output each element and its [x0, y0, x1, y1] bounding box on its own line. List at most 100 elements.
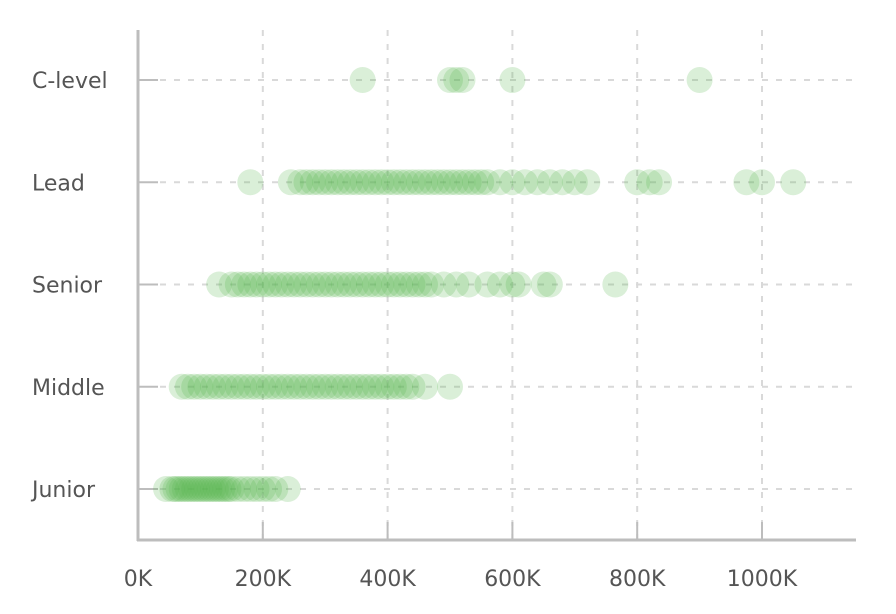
- data-point: [443, 169, 470, 196]
- data-point: [196, 476, 223, 502]
- data-point: [190, 476, 217, 502]
- data-point: [349, 271, 376, 298]
- data-point: [324, 169, 351, 196]
- data-point: [343, 373, 370, 400]
- data-point: [368, 271, 395, 298]
- data-point: [393, 373, 420, 400]
- data-point: [374, 169, 401, 196]
- data-point: [237, 476, 264, 502]
- data-point: [237, 373, 264, 400]
- data-point: [187, 476, 214, 502]
- data-point: [168, 373, 195, 400]
- data-point: [231, 271, 258, 298]
- y-tick-label: Lead: [32, 171, 85, 196]
- data-point: [224, 271, 251, 298]
- data-point: [274, 271, 301, 298]
- data-point: [749, 169, 775, 196]
- data-point: [530, 271, 557, 298]
- data-point: [262, 271, 289, 298]
- data-point: [330, 271, 357, 298]
- data-point: [181, 373, 208, 400]
- data-point: [299, 271, 326, 298]
- data-point: [262, 476, 289, 502]
- data-point: [199, 476, 226, 502]
- data-point: [343, 169, 370, 196]
- data-point: [324, 271, 351, 298]
- data-point: [486, 271, 513, 298]
- data-point: [355, 169, 382, 196]
- data-point: [355, 373, 382, 400]
- data-point: [780, 169, 807, 196]
- data-point: [168, 476, 195, 502]
- data-point: [337, 271, 364, 298]
- data-point: [455, 169, 482, 196]
- data-point: [412, 169, 439, 196]
- data-point: [237, 271, 264, 298]
- data-point: [368, 169, 395, 196]
- data-point: [209, 476, 236, 502]
- data-point: [437, 373, 463, 400]
- data-point: [224, 476, 251, 502]
- data-point: [349, 373, 376, 400]
- data-point: [312, 169, 339, 196]
- data-point: [293, 169, 320, 196]
- data-point: [511, 169, 538, 196]
- data-point: [362, 271, 389, 298]
- data-point: [486, 169, 513, 196]
- y-tick-label: Middle: [32, 376, 105, 401]
- data-point: [330, 373, 357, 400]
- data-point: [437, 169, 463, 196]
- data-point: [449, 67, 476, 93]
- x-tick-label: 0K: [124, 567, 153, 592]
- data-point: [474, 169, 501, 196]
- data-point: [337, 373, 364, 400]
- data-point: [268, 373, 295, 400]
- data-point: [387, 169, 414, 196]
- x-tick-label: 400K: [359, 567, 416, 592]
- data-point: [405, 169, 432, 196]
- data-point: [165, 476, 192, 502]
- data-point: [299, 373, 326, 400]
- y-tick-label: Senior: [32, 274, 103, 299]
- data-point: [199, 373, 226, 400]
- data-point: [243, 373, 270, 400]
- data-point: [362, 373, 389, 400]
- data-point: [184, 476, 211, 502]
- data-point: [249, 271, 276, 298]
- data-point: [305, 169, 332, 196]
- x-tick-label: 200K: [235, 567, 292, 592]
- data-point: [268, 271, 295, 298]
- data-point: [374, 373, 401, 400]
- x-tick-label: 1000K: [727, 567, 798, 592]
- data-point: [193, 476, 220, 502]
- data-point: [274, 476, 301, 502]
- data-point: [468, 169, 495, 196]
- data-point: [281, 373, 307, 400]
- data-point: [455, 271, 482, 298]
- data-point: [374, 271, 401, 298]
- data-point: [430, 169, 457, 196]
- data-point: [418, 169, 445, 196]
- data-point: [318, 169, 345, 196]
- data-point: [549, 169, 576, 196]
- data-point: [636, 169, 663, 196]
- data-point: [174, 476, 201, 502]
- data-point: [206, 271, 233, 298]
- x-tick-label: 800K: [609, 567, 666, 592]
- data-point: [153, 476, 180, 502]
- data-point: [206, 373, 233, 400]
- data-point: [349, 169, 376, 196]
- data-point: [461, 169, 488, 196]
- data-point: [443, 67, 470, 93]
- data-point: [287, 169, 314, 196]
- data-point: [162, 476, 189, 502]
- data-point: [215, 476, 242, 502]
- data-point: [499, 271, 526, 298]
- data-point: [305, 373, 332, 400]
- data-point: [174, 373, 201, 400]
- data-point: [203, 476, 229, 502]
- data-point: [380, 373, 407, 400]
- data-point: [305, 271, 332, 298]
- data-point: [231, 476, 258, 502]
- data-point: [231, 373, 258, 400]
